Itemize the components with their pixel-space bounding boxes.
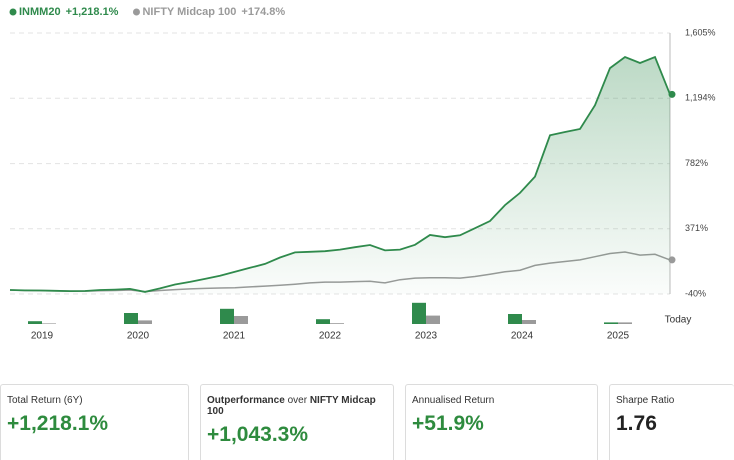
card: Annualised Return +51.9%	[405, 384, 598, 460]
legend-name: INMM20	[19, 6, 61, 18]
legend-dot	[9, 8, 17, 16]
end-dot	[668, 256, 676, 264]
card-value: +1,218.1%	[7, 412, 109, 435]
legend-name: NIFTY Midcap 100	[142, 6, 236, 18]
card-value: +51.9%	[412, 412, 484, 435]
legend-return: +1,218.1%	[66, 6, 119, 18]
label-part: over	[284, 395, 310, 406]
x-tick-label: 2024	[511, 331, 534, 342]
y-tick-label: 371%	[685, 223, 708, 233]
x-tick-label: 2020	[127, 331, 150, 342]
y-tick-label: 1,605%	[685, 27, 716, 37]
card: Sharpe Ratio 1.76	[609, 384, 734, 460]
card-label: Annualised Return	[412, 395, 495, 406]
y-tick-label: -40%	[685, 288, 706, 298]
card-value: +1,043.3%	[207, 423, 309, 446]
bar	[28, 321, 42, 324]
bar	[234, 316, 248, 324]
bar	[316, 319, 330, 324]
x-tick-label: 2023	[415, 331, 438, 342]
bar	[42, 323, 56, 324]
x-tick-label: 2021	[223, 331, 246, 342]
x-tick-label: 2022	[319, 331, 342, 342]
bar	[138, 320, 152, 324]
bar	[412, 302, 426, 324]
x-tick-label: 2019	[31, 331, 54, 342]
card-label: Outperformance over NIFTY Midcap 100	[207, 395, 387, 417]
bar	[604, 322, 618, 324]
bar	[508, 314, 522, 324]
card: Total Return (6Y) +1,218.1%	[0, 384, 189, 460]
bar	[618, 322, 632, 324]
card: Outperformance over NIFTY Midcap 100 +1,…	[200, 384, 394, 460]
end-dot	[668, 90, 676, 98]
x-end-label: Today	[665, 315, 692, 326]
bar	[330, 323, 344, 324]
card-label: Sharpe Ratio	[616, 395, 675, 406]
x-tick-label: 2025	[607, 331, 630, 342]
y-tick-label: 782%	[685, 158, 708, 168]
line	[9, 55, 671, 293]
label-part: NIFTY Midcap 100	[207, 395, 376, 417]
label-part: Outperformance	[207, 395, 285, 406]
chart: -40% 371% 782% 1,194% 1,605% INMM20 +1,218.1% N…	[9, 6, 716, 342]
bar	[124, 313, 138, 324]
legend-dot	[132, 8, 140, 16]
bar	[220, 308, 234, 324]
area	[10, 57, 670, 294]
bar	[426, 315, 440, 324]
card-label: Total Return (6Y)	[7, 395, 83, 406]
legend-return: +174.8%	[241, 6, 285, 18]
y-tick-label: 1,194%	[685, 93, 716, 103]
bar	[522, 320, 536, 324]
card-value: 1.76	[616, 412, 657, 435]
